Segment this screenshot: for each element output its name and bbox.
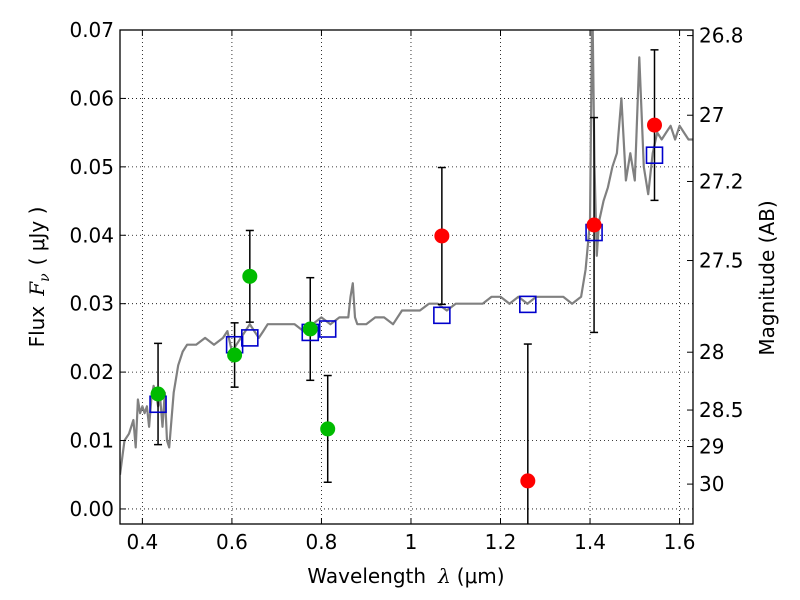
green-data-point — [227, 347, 243, 363]
red-data-point — [520, 473, 536, 489]
model-box-marker — [433, 306, 451, 325]
y-tick-label: 0.02 — [69, 360, 114, 384]
model-box-marker — [241, 329, 259, 347]
x-tick-label: 1 — [405, 530, 418, 554]
green-data-point — [302, 321, 318, 337]
green-data-point — [320, 421, 336, 437]
x-tick-label: 0.4 — [126, 530, 158, 554]
x-tick-label: 1.4 — [574, 530, 606, 554]
red-data-point — [586, 217, 602, 233]
x-axis-label: Wavelength λ (μm) — [307, 564, 504, 588]
mag-tick-label: 28 — [699, 340, 724, 364]
green-data-point — [242, 268, 258, 284]
y-tick-label: 0.03 — [69, 292, 114, 316]
y-axis-label: FluxFν( μJy ) — [25, 207, 53, 348]
plot-frame — [119, 29, 694, 525]
mag-tick-label: 26.8 — [699, 24, 744, 48]
red-data-point — [434, 228, 450, 244]
x-tick-label: 0.6 — [216, 530, 248, 554]
right-axis-label: Magnitude (AB) — [755, 200, 779, 355]
model-box-marker — [519, 295, 537, 314]
mag-tick-label: 27.2 — [699, 169, 744, 193]
model-box-marker — [645, 146, 664, 165]
y-tick-label: 0.01 — [69, 429, 114, 453]
x-tick-label: 1.6 — [664, 530, 696, 554]
y-tick-label: 0.04 — [69, 223, 114, 247]
x-tick-label: 1.2 — [485, 530, 517, 554]
axis-ticks: 0.4 0.6 0.8 1 1.2 1.4 1.6 0.00 0.01 0.02 0.03 0.04 0… — [69, 18, 743, 554]
mag-tick-label: 30 — [699, 472, 724, 496]
red-data-point — [647, 117, 663, 133]
mag-tick-label: 28.5 — [699, 398, 744, 422]
y-tick-label: 0.07 — [69, 18, 114, 42]
mag-tick-label: 27.5 — [699, 249, 744, 273]
photometry-points — [150, 117, 663, 489]
mag-tick-label: 29 — [699, 435, 724, 459]
x-tick-label: 0.8 — [306, 530, 338, 554]
y-tick-label: 0.06 — [69, 86, 114, 110]
y-tick-label: 0.00 — [69, 497, 114, 521]
model-box-marker — [318, 320, 337, 338]
y-tick-label: 0.05 — [69, 155, 114, 179]
mag-tick-label: 27 — [699, 103, 724, 127]
green-data-point — [150, 386, 166, 402]
